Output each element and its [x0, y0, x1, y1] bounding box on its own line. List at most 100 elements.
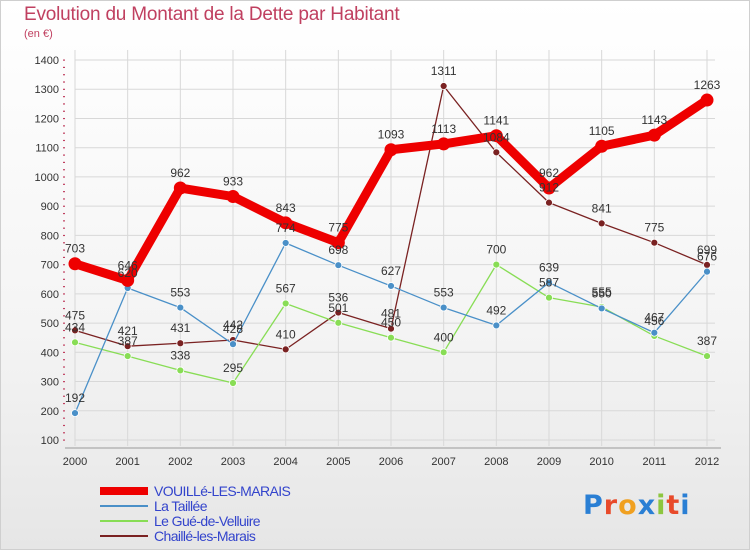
- data-label: 555: [592, 285, 612, 299]
- x-tick-label: 2006: [379, 456, 403, 468]
- y-tick-label: 1400: [35, 55, 59, 67]
- x-tick-label: 2011: [643, 456, 667, 468]
- data-point: [700, 93, 714, 107]
- data-label: 933: [223, 175, 243, 189]
- data-label: 501: [328, 301, 348, 315]
- data-point: [545, 293, 553, 302]
- data-label: 553: [170, 286, 190, 300]
- data-label: 1113: [431, 122, 456, 136]
- y-minor-tick: [63, 249, 65, 251]
- y-tick-label: 600: [41, 289, 59, 301]
- y-minor-tick: [63, 139, 65, 142]
- data-point: [281, 345, 290, 354]
- data-label: 387: [697, 334, 717, 348]
- y-tick-label: 500: [41, 318, 59, 330]
- data-label: 442: [223, 318, 243, 332]
- y-minor-tick: [63, 88, 65, 90]
- data-label: 912: [539, 181, 559, 195]
- axes: 100 200 300 400 500 600 700 800 900 1000 1100 1200 1…: [35, 55, 721, 468]
- data-label: 553: [434, 286, 454, 300]
- data-point: [595, 139, 609, 153]
- data-label: 536: [328, 291, 348, 305]
- legend-swatch: [100, 520, 148, 522]
- x-tick-label: 2008: [484, 456, 508, 468]
- y-minor-tick: [63, 212, 65, 215]
- y-tick-label: 300: [41, 377, 59, 389]
- data-label: 1143: [641, 113, 667, 127]
- y-minor-tick: [63, 220, 65, 222]
- legend-label: La Taillée: [154, 498, 208, 514]
- y-minor-tick: [63, 198, 65, 200]
- data-point: [387, 324, 395, 333]
- logo-letter: x: [637, 490, 657, 521]
- x-tick-label: 2003: [221, 456, 245, 468]
- logo-letter: o: [618, 490, 638, 521]
- x-tick-label: 2000: [63, 456, 87, 468]
- y-minor-tick: [63, 81, 65, 83]
- data-point: [334, 318, 343, 327]
- y-tick-label: 800: [41, 230, 59, 242]
- data-label: 1084: [483, 130, 510, 144]
- y-tick-label: 900: [41, 201, 59, 213]
- y-tick-label: 1000: [35, 172, 59, 184]
- data-point: [176, 339, 185, 348]
- data-labels: 703 646 962 933 843 775 1093 1113 1141 962 1105 114…: [65, 64, 721, 405]
- x-tick-label: 2001: [115, 456, 139, 468]
- data-label: 676: [697, 250, 717, 264]
- data-point: [173, 181, 187, 195]
- data-label: 434: [65, 320, 85, 334]
- data-label: 775: [328, 221, 348, 235]
- data-label: 774: [276, 221, 296, 235]
- data-label: 421: [118, 324, 138, 338]
- data-point: [71, 338, 79, 347]
- data-label: 467: [644, 311, 664, 325]
- y-minor-tick: [63, 132, 65, 134]
- data-label: 481: [381, 307, 401, 321]
- y-minor-tick: [63, 234, 65, 237]
- data-label: 387: [118, 334, 138, 348]
- data-point: [123, 342, 132, 351]
- y-minor-tick: [63, 344, 65, 346]
- data-label: 587: [539, 276, 559, 290]
- y-minor-tick: [63, 329, 65, 332]
- data-point: [387, 282, 395, 290]
- data-point: [597, 304, 606, 313]
- gridlines: [74, 50, 715, 446]
- data-point: [703, 352, 711, 361]
- y-minor-tick: [63, 381, 65, 383]
- legend-label: Chaillé-les-Marais: [154, 528, 256, 544]
- data-point: [71, 326, 79, 335]
- data-point: [71, 409, 79, 418]
- data-point: [331, 236, 345, 250]
- legend-label: VOUILLé-LES-MARAIS: [154, 483, 291, 499]
- y-minor-tick: [63, 227, 65, 229]
- y-tick-label: 1200: [35, 113, 59, 125]
- data-label: 841: [592, 201, 612, 215]
- data-point: [121, 273, 135, 287]
- data-label: 700: [486, 243, 506, 257]
- legend-label: Le Gué-de-Velluire: [154, 513, 261, 529]
- y-minor-tick: [63, 103, 65, 105]
- y-minor-tick: [63, 125, 65, 127]
- logo-letter: i: [680, 490, 691, 521]
- y-minor-tick: [63, 439, 65, 441]
- legend-item: La Taillée: [100, 499, 290, 514]
- y-minor-tick: [63, 110, 65, 112]
- data-point: [647, 128, 661, 142]
- y-minor-tick: [63, 169, 65, 171]
- data-label: 192: [65, 391, 85, 405]
- data-label: 1105: [589, 124, 615, 138]
- y-minor-tick: [63, 359, 65, 361]
- data-label: 431: [170, 321, 190, 335]
- y-minor-tick: [63, 256, 65, 259]
- y-minor-tick: [63, 66, 65, 69]
- legend-item: VOUILLé-LES-MARAIS: [100, 483, 291, 499]
- data-point: [439, 303, 448, 312]
- data-label: 775: [644, 221, 664, 235]
- data-label: 338: [170, 348, 190, 362]
- data-point: [545, 278, 553, 287]
- x-tick-label: 2002: [168, 456, 192, 468]
- y-tick-label: 200: [41, 406, 59, 418]
- x-tick-label: 2007: [431, 456, 455, 468]
- data-label: 1263: [694, 78, 721, 92]
